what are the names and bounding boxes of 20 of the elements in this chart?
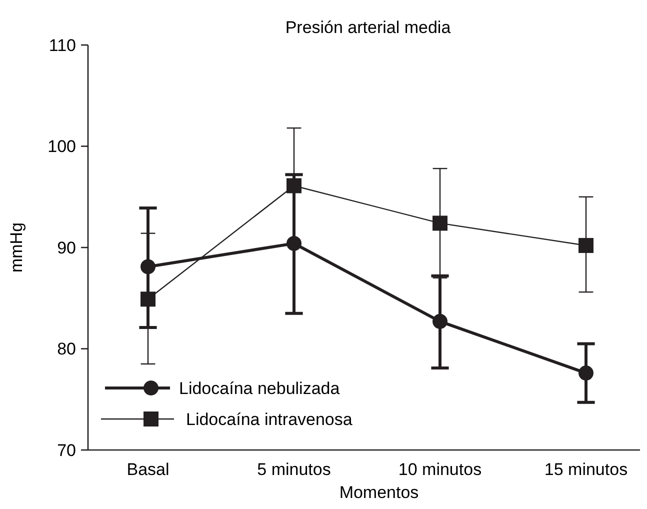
- point: [432, 314, 448, 329]
- y-tick-label: 80: [57, 340, 76, 359]
- point: [432, 216, 448, 231]
- point: [286, 236, 302, 251]
- point: [140, 259, 156, 274]
- y-tick-label: 90: [57, 238, 76, 258]
- y-tick-label: 110: [48, 36, 76, 55]
- y-axis-title: mmHg: [7, 222, 26, 273]
- point: [578, 238, 594, 253]
- x-tick-label: 15 minutos: [544, 460, 628, 479]
- x-tick-label: 10 minutos: [398, 460, 482, 479]
- legend-label: Lidocaína intravenosa: [186, 410, 353, 429]
- legend-label: Lidocaína nebulizada: [179, 378, 340, 398]
- x-axis-title: Momentos: [339, 483, 419, 502]
- point: [578, 366, 594, 381]
- x-tick-label: Basal: [126, 460, 170, 479]
- y-tick-label: 70: [57, 440, 76, 460]
- x-tick-label: 5 minutos: [257, 460, 331, 479]
- chart-title: Presión arterial media: [285, 18, 452, 37]
- y-tick-label: 100: [48, 137, 76, 156]
